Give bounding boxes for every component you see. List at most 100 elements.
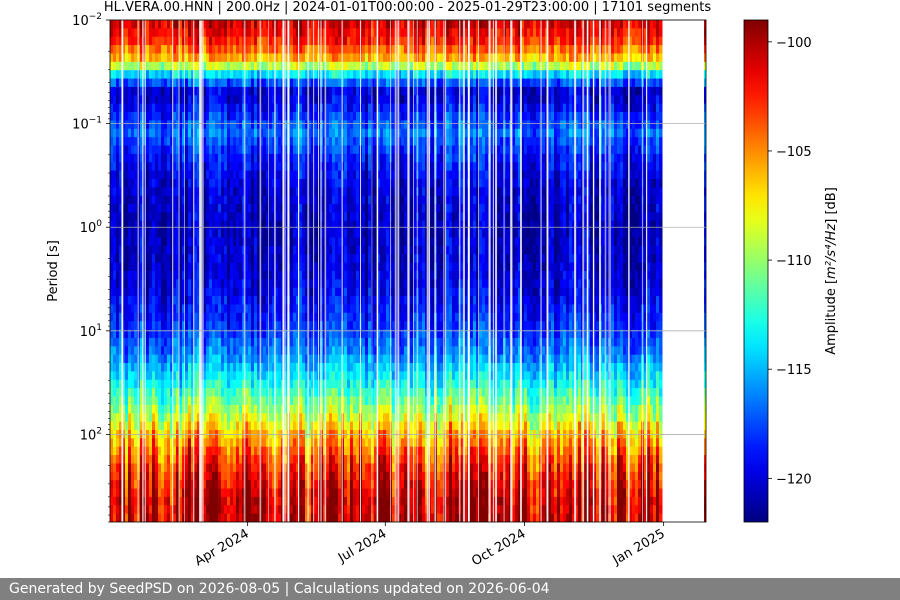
heatmap-cell — [326, 480, 330, 490]
heatmap-cell — [221, 153, 225, 163]
heatmap-cell — [236, 95, 240, 105]
heatmap-cell — [143, 220, 147, 230]
heatmap-cell — [146, 254, 150, 264]
heatmap-cell — [275, 86, 279, 96]
heatmap-cell — [152, 363, 156, 372]
heatmap-cell — [224, 95, 228, 105]
heatmap-cell — [311, 20, 315, 29]
heatmap-cell — [335, 271, 339, 280]
heatmap-cell — [194, 337, 198, 347]
heatmap-cell — [113, 153, 117, 163]
heatmap-cell — [290, 70, 294, 80]
heatmap-cell — [266, 187, 270, 197]
heatmap-cell — [179, 137, 183, 147]
heatmap-cell — [149, 187, 153, 197]
heatmap-cell — [209, 212, 213, 222]
heatmap-cell — [278, 36, 282, 46]
heatmap-cell — [227, 137, 231, 147]
heatmap-cell — [302, 321, 306, 331]
heatmap-cell — [233, 187, 237, 197]
heatmap-cell — [278, 95, 282, 105]
heatmap-cell — [140, 379, 144, 389]
heatmap-cell — [173, 61, 177, 71]
heatmap-cell — [332, 245, 336, 255]
heatmap-cell — [227, 271, 231, 280]
heatmap-cell — [194, 20, 198, 29]
heatmap-cell — [197, 371, 201, 381]
heatmap-cell — [344, 413, 348, 423]
heatmap-cell — [209, 229, 213, 239]
heatmap-cell — [185, 371, 189, 381]
heatmap-cell — [254, 28, 258, 38]
heatmap-cell — [209, 153, 213, 163]
heatmap-cell — [209, 120, 213, 130]
heatmap-cell — [203, 388, 207, 398]
heatmap-cell — [338, 45, 342, 55]
heatmap-cell — [248, 245, 252, 255]
heatmap-cell — [251, 471, 255, 481]
heatmap-cell — [275, 170, 279, 180]
heatmap-cell — [272, 496, 276, 506]
heatmap-cell — [236, 86, 240, 96]
heatmap-cell — [347, 446, 351, 456]
heatmap-cell — [338, 70, 342, 80]
heatmap-cell — [194, 170, 198, 180]
heatmap-cell — [260, 354, 264, 364]
heatmap-cell — [272, 162, 276, 172]
heatmap-cell — [314, 28, 318, 38]
heatmap-cell — [269, 20, 273, 29]
heatmap-cell — [221, 195, 225, 205]
spectrogram-column — [227, 20, 231, 522]
heatmap-cell — [344, 262, 348, 272]
heatmap-cell — [230, 95, 234, 105]
heatmap-cell — [203, 237, 207, 247]
heatmap-cell — [110, 279, 114, 289]
heatmap-cell — [347, 371, 351, 381]
heatmap-cell — [116, 513, 120, 522]
heatmap-cell — [167, 413, 171, 423]
heatmap-cell — [146, 187, 150, 197]
heatmap-cell — [329, 321, 333, 331]
heatmap-cell — [293, 287, 297, 297]
heatmap-cell — [332, 45, 336, 55]
heatmap-cell — [350, 229, 354, 239]
heatmap-cell — [209, 78, 213, 88]
heatmap-cell — [170, 95, 174, 105]
heatmap-cell — [137, 488, 141, 498]
heatmap-cell — [188, 220, 192, 230]
heatmap-cell — [338, 170, 342, 180]
heatmap-cell — [299, 463, 303, 473]
heatmap-cell — [236, 438, 240, 448]
heatmap-cell — [185, 421, 189, 431]
heatmap-cell — [269, 70, 273, 80]
heatmap-cell — [227, 455, 231, 465]
heatmap-cell — [128, 396, 132, 406]
heatmap-cell — [182, 145, 186, 155]
heatmap-cell — [113, 438, 117, 448]
heatmap-cell — [338, 237, 342, 247]
heatmap-cell — [338, 195, 342, 205]
heatmap-cell — [227, 120, 231, 130]
heatmap-cell — [233, 421, 237, 431]
heatmap-cell — [185, 321, 189, 331]
heatmap-cell — [290, 170, 294, 180]
heatmap-cell — [155, 363, 159, 372]
heatmap-cell — [266, 505, 270, 515]
heatmap-cell — [254, 220, 258, 230]
heatmap-cell — [269, 304, 273, 314]
heatmap-cell — [185, 496, 189, 506]
heatmap-cell — [140, 204, 144, 214]
heatmap-cell — [350, 153, 354, 163]
heatmap-cell — [305, 296, 309, 306]
heatmap-cell — [338, 53, 342, 63]
heatmap-cell — [131, 379, 135, 389]
heatmap-cell — [302, 312, 306, 322]
heatmap-cell — [326, 78, 330, 88]
heatmap-cell — [131, 237, 135, 247]
heatmap-cell — [185, 404, 189, 414]
heatmap-cell — [185, 337, 189, 347]
heatmap-cell — [149, 20, 153, 29]
heatmap-cell — [257, 463, 261, 473]
heatmap-cell — [113, 187, 117, 197]
heatmap-cell — [305, 488, 309, 498]
